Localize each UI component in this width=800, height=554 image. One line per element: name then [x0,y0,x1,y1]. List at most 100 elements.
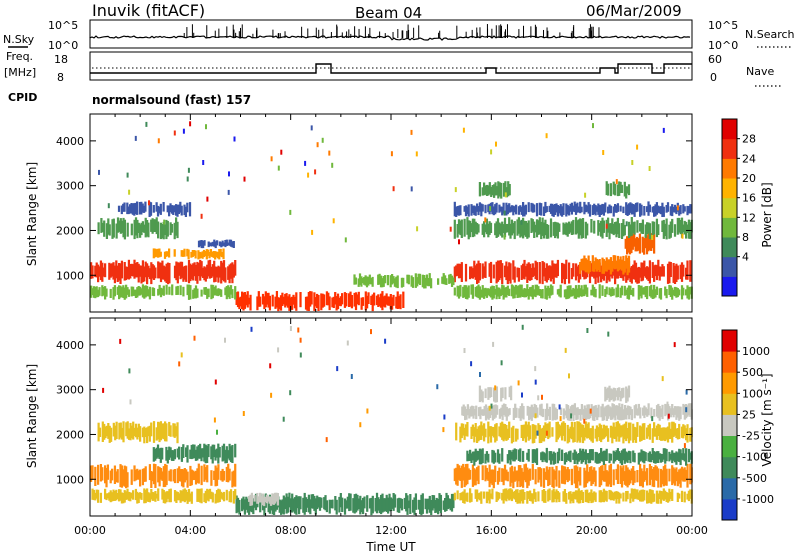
echo-point [289,390,292,396]
colorbar-swatch [722,372,737,394]
echo-cell [554,407,557,421]
echo-cell [136,427,139,440]
echo-cell [519,448,522,462]
echo-cell [607,217,610,233]
colorbar-swatch [722,330,737,352]
echo-cell [112,287,115,300]
echo-cell [456,490,459,500]
echo-cell [137,423,140,438]
echo-cell [594,428,597,439]
echo-cell [505,469,508,481]
echo-cell [115,260,118,279]
echo-cell [478,385,482,403]
echo-point [277,347,280,353]
echo-band [97,421,693,444]
echo-cell [220,491,223,499]
echo-cell [492,264,495,279]
echo-cell [225,466,228,482]
echo-cell [612,450,615,464]
echo-cell [391,297,394,310]
echo-cell [538,262,541,284]
echo-cell [186,202,189,213]
echo-cell [517,449,521,461]
echo-cell [113,490,117,501]
echo-cell [196,468,199,483]
echo-cell [143,266,146,282]
echo-cell [361,278,364,284]
echo-cell [97,264,100,283]
echo-cell [608,489,611,500]
echo-cell [653,221,656,235]
echo-cell [507,408,510,417]
echo-cell [522,489,525,504]
freq-trace [90,63,692,74]
echo-cell [260,496,263,503]
echo-point [134,135,137,141]
echo-cell [668,224,671,239]
echo-cell [199,240,202,247]
echo-cell [272,493,275,505]
echo-cell [679,264,682,280]
echo-cell [134,217,138,236]
echo-cell [452,493,455,509]
echo-cell [621,403,624,421]
echo-cell [151,471,154,482]
echo-point [683,443,686,449]
echo-cell [215,467,219,486]
echo-cell [214,285,217,296]
echo-cell [614,426,617,439]
echo-cell [644,286,647,298]
echo-cell [555,409,559,420]
echo-cell [580,490,583,500]
echo-cell [428,495,431,513]
echo-cell [584,258,587,273]
echo-cell [604,490,607,501]
echo-cell [189,449,192,459]
echo-point [336,366,339,372]
echo-cell [675,287,678,298]
echo-cell [473,427,476,443]
echo-cell [671,404,674,415]
echo-point [470,361,473,367]
echo-cell [669,491,672,499]
echo-cell [123,287,126,300]
echo-cell [579,448,582,461]
echo-cell [477,206,480,216]
echo-cell [602,471,606,482]
colorbar-swatch [722,435,737,458]
echo-cell [484,428,487,438]
echo-cell [538,425,541,444]
echo-cell [639,463,642,487]
echo-cell [149,202,153,216]
echo-cell [602,259,606,274]
echo-band [152,248,225,260]
echo-cell [194,470,198,485]
echo-cell [540,403,543,417]
echo-cell [132,421,135,440]
echo-cell [268,295,272,311]
echo-point [463,348,466,353]
echo-cell [615,260,618,269]
echo-cell [669,453,672,460]
echo-cell [530,267,533,280]
echo-cell [158,467,161,487]
echo-cell [281,292,284,306]
echo-cell [553,403,556,420]
echo-cell [641,287,645,295]
echo-cell [346,496,349,509]
echo-cell [152,447,155,462]
colorbar-tick-label: 500 [742,366,763,379]
echo-point [200,213,203,219]
echo-cell [141,260,145,283]
echo-cell [229,263,233,279]
echo-point [157,138,160,144]
echo-cell [519,489,522,504]
echo-cell [625,451,628,462]
echo-cell [165,423,168,442]
echo-cell [119,263,122,284]
echo-cell [665,289,668,299]
echo-cell [224,449,227,464]
echo-cell [480,449,483,465]
echo-cell [123,490,126,503]
colorbar-tick-label: 1000 [742,345,770,358]
